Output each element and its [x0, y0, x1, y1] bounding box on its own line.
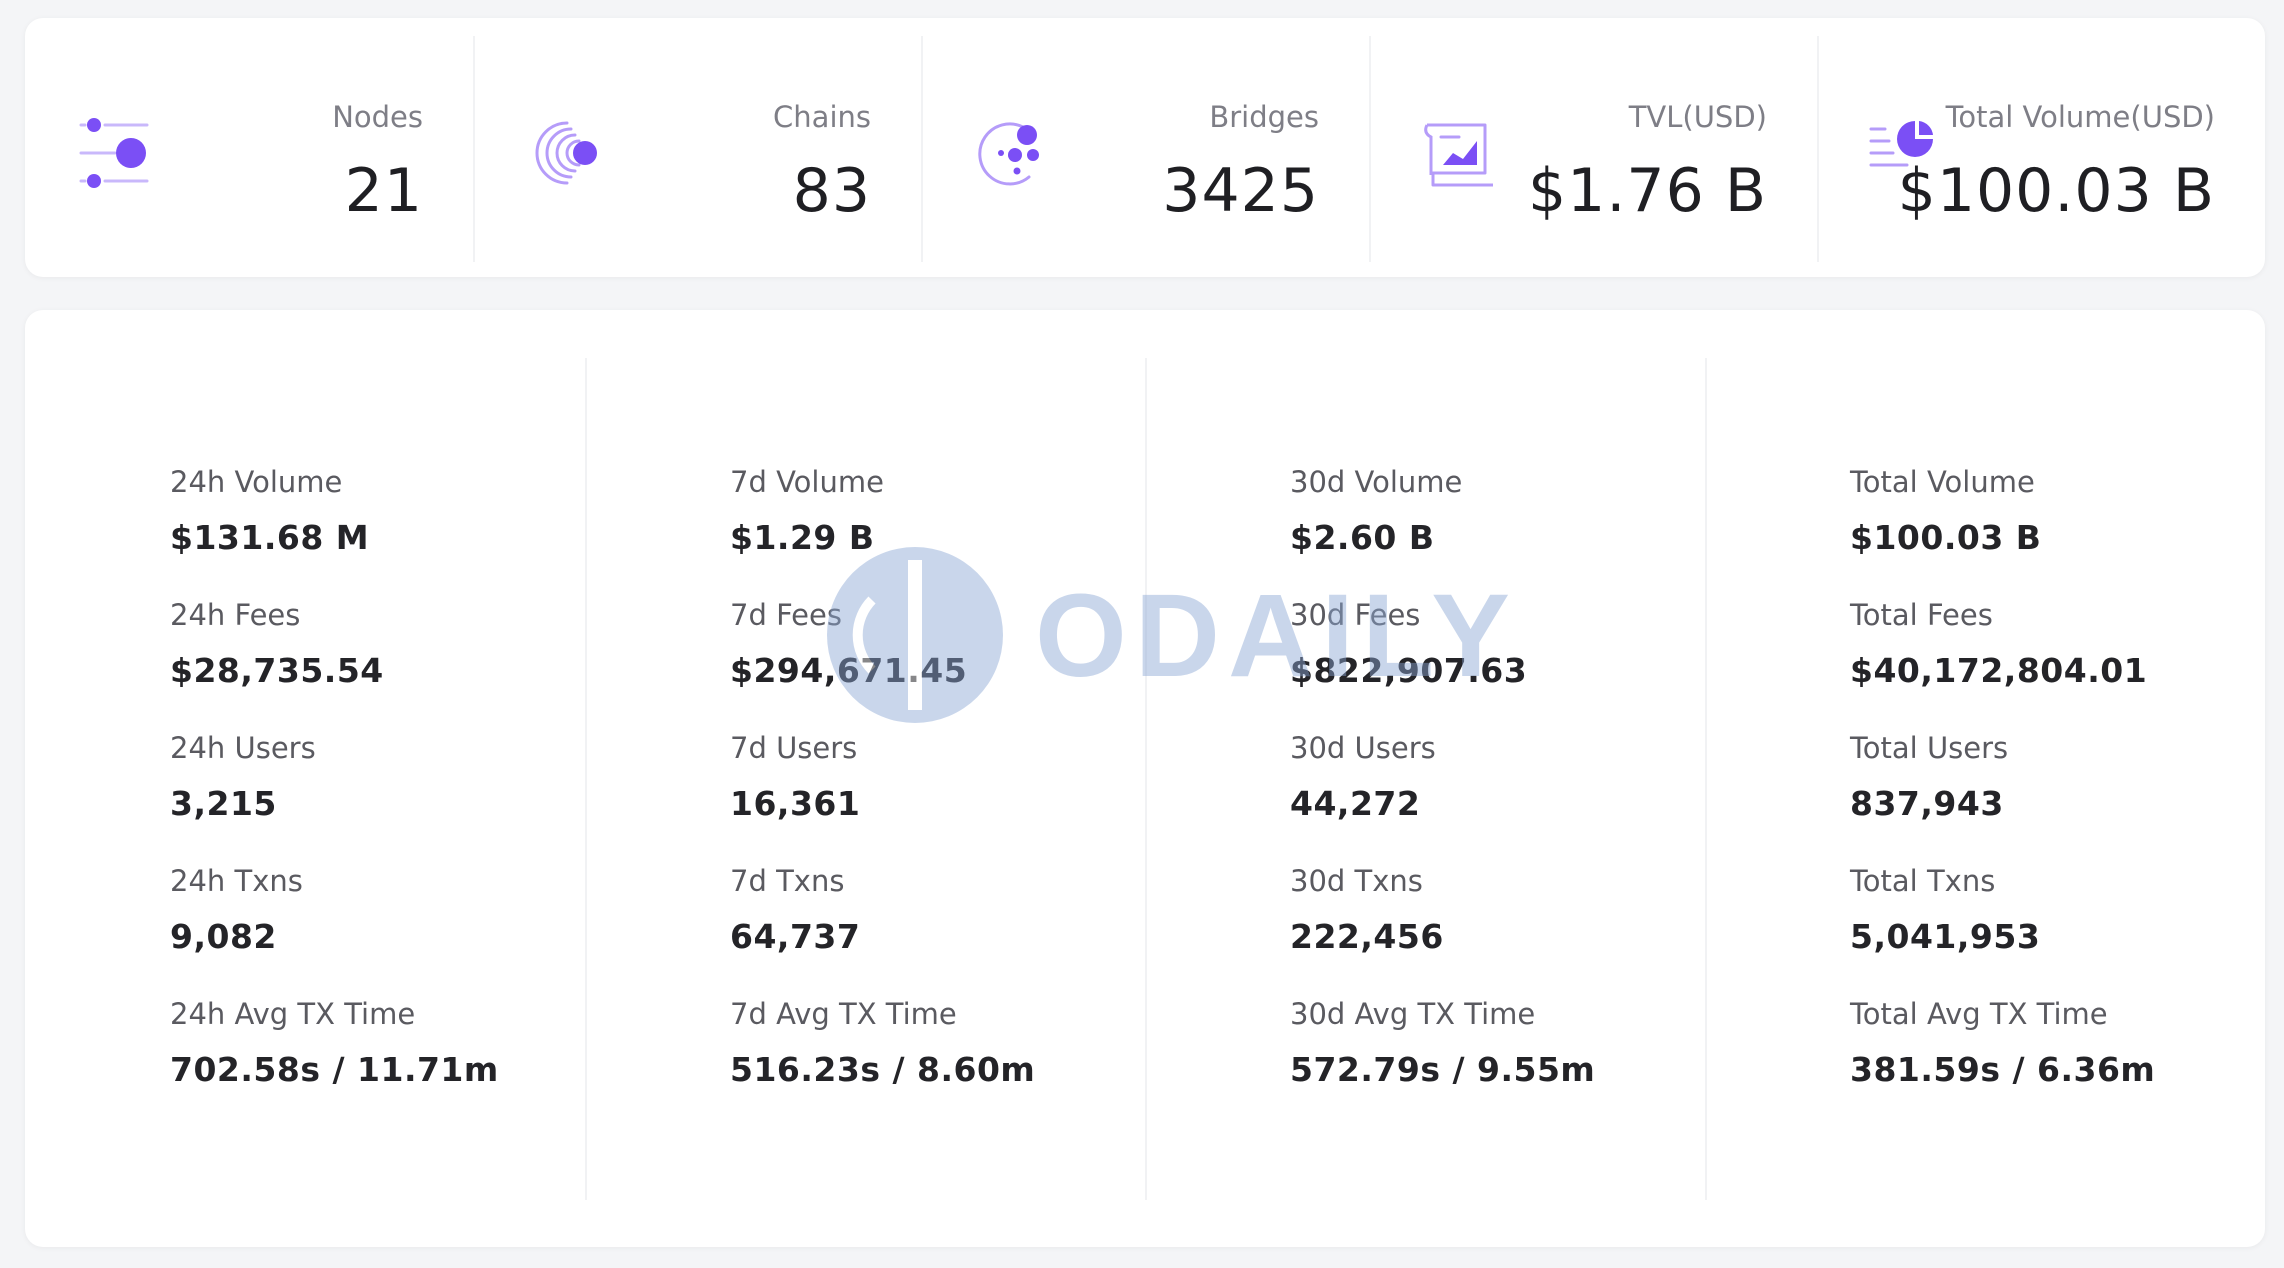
metric-value: $40,172,804.01 [1850, 651, 2148, 690]
stat-label: Chains [773, 100, 871, 134]
metric-value: 572.79s / 9.55m [1290, 1050, 1596, 1089]
stat-label: TVL(USD) [1628, 100, 1767, 134]
total-volume-icon [1867, 113, 1947, 193]
metric-value: $2.60 B [1290, 518, 1435, 557]
metric-item: 30d Fees $822,907.63 [1290, 598, 1690, 690]
metric-label: Total Fees [1850, 598, 1993, 632]
metric-item: Total Volume $100.03 B [1850, 465, 2250, 557]
stat-value: 83 [792, 156, 871, 226]
metric-value: 16,361 [730, 784, 861, 823]
metric-label: 30d Volume [1290, 465, 1463, 499]
metrics-column-24h: 24h Volume $131.68 M 24h Fees $28,735.54… [25, 358, 585, 1200]
metric-value: 222,456 [1290, 917, 1444, 956]
metric-label: 24h Volume [170, 465, 343, 499]
metric-label: Total Avg TX Time [1850, 997, 2108, 1031]
stat-label: Total Volume(USD) [1945, 100, 2215, 134]
stat-tvl: TVL(USD) $1.76 B [1369, 18, 1817, 277]
metric-item: 24h Fees $28,735.54 [170, 598, 570, 690]
chains-icon [523, 113, 603, 193]
metric-value: 3,215 [170, 784, 277, 823]
metric-item: 7d Avg TX Time 516.23s / 8.60m [730, 997, 1130, 1089]
stat-value: 21 [344, 156, 423, 226]
metric-label: 30d Users [1290, 731, 1436, 765]
summary-card: Nodes 21 Chains 83 Brid [25, 18, 2265, 277]
metric-label: 7d Txns [730, 864, 845, 898]
metric-item: 7d Users 16,361 [730, 731, 1130, 823]
metric-item: 30d Txns 222,456 [1290, 864, 1690, 956]
stat-label: Nodes [332, 100, 423, 134]
metric-value: 516.23s / 8.60m [730, 1050, 1036, 1089]
metric-item: Total Users 837,943 [1850, 731, 2250, 823]
nodes-icon [75, 113, 155, 193]
metric-item: 24h Users 3,215 [170, 731, 570, 823]
metric-label: 24h Users [170, 731, 316, 765]
metric-value: 381.59s / 6.36m [1850, 1050, 2156, 1089]
metric-value: 64,737 [730, 917, 861, 956]
metric-value: $1.29 B [730, 518, 875, 557]
metrics-column-total: Total Volume $100.03 B Total Fees $40,17… [1705, 358, 2265, 1200]
metric-value: $131.68 M [170, 518, 370, 557]
metric-value: $294,671.45 [730, 651, 968, 690]
stat-nodes: Nodes 21 [25, 18, 473, 277]
metric-label: 7d Volume [730, 465, 884, 499]
metric-label: 7d Fees [730, 598, 842, 632]
metric-value: $28,735.54 [170, 651, 384, 690]
metric-item: 24h Txns 9,082 [170, 864, 570, 956]
metric-label: 7d Users [730, 731, 858, 765]
metric-label: 24h Txns [170, 864, 303, 898]
stat-label: Bridges [1209, 100, 1319, 134]
stat-chains: Chains 83 [473, 18, 921, 277]
metric-value: 9,082 [170, 917, 277, 956]
metric-item: Total Fees $40,172,804.01 [1850, 598, 2250, 690]
metric-label: 30d Fees [1290, 598, 1421, 632]
stat-value: $100.03 B [1897, 156, 2215, 226]
metric-label: Total Users [1850, 731, 2009, 765]
metric-item: 7d Volume $1.29 B [730, 465, 1130, 557]
metric-label: Total Volume [1850, 465, 2035, 499]
metric-label: 24h Fees [170, 598, 301, 632]
metric-value: 44,272 [1290, 784, 1421, 823]
metric-label: 24h Avg TX Time [170, 997, 416, 1031]
bridges-icon [971, 113, 1051, 193]
metric-item: Total Txns 5,041,953 [1850, 864, 2250, 956]
metric-item: 24h Avg TX Time 702.58s / 11.71m [170, 997, 570, 1089]
metric-value: $822,907.63 [1290, 651, 1528, 690]
metric-item: Total Avg TX Time 381.59s / 6.36m [1850, 997, 2250, 1089]
stat-total-volume: Total Volume(USD) $100.03 B [1817, 18, 2265, 277]
metric-value: 702.58s / 11.71m [170, 1050, 499, 1089]
tvl-icon [1419, 113, 1499, 193]
metric-label: 7d Avg TX Time [730, 997, 957, 1031]
metric-item: 7d Txns 64,737 [730, 864, 1130, 956]
metrics-column-30d: 30d Volume $2.60 B 30d Fees $822,907.63 … [1145, 358, 1705, 1200]
metric-label: 30d Avg TX Time [1290, 997, 1536, 1031]
metrics-card: 24h Volume $131.68 M 24h Fees $28,735.54… [25, 310, 2265, 1247]
metric-item: 30d Users 44,272 [1290, 731, 1690, 823]
metric-item: 7d Fees $294,671.45 [730, 598, 1130, 690]
metric-value: 5,041,953 [1850, 917, 2041, 956]
metric-label: 30d Txns [1290, 864, 1423, 898]
metric-label: Total Txns [1850, 864, 1996, 898]
metric-item: 30d Avg TX Time 572.79s / 9.55m [1290, 997, 1690, 1089]
metrics-column-7d: 7d Volume $1.29 B 7d Fees $294,671.45 7d… [585, 358, 1145, 1200]
stat-value: $1.76 B [1527, 156, 1767, 226]
metric-value: 837,943 [1850, 784, 2004, 823]
stat-value: 3425 [1162, 156, 1319, 226]
metric-item: 24h Volume $131.68 M [170, 465, 570, 557]
stat-bridges: Bridges 3425 [921, 18, 1369, 277]
metric-value: $100.03 B [1850, 518, 2042, 557]
metric-item: 30d Volume $2.60 B [1290, 465, 1690, 557]
